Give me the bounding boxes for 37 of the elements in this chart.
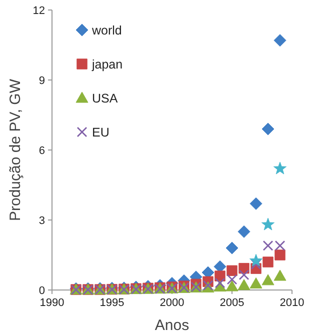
legend-label: USA [92, 91, 118, 106]
y-tick-label: 6 [38, 144, 45, 157]
point [262, 274, 274, 286]
y-axis-title: Produção de PV, GW [7, 78, 24, 222]
point [226, 242, 238, 254]
point [274, 270, 286, 281]
x-tick-label: 1990 [40, 297, 64, 309]
legend-label: EU [92, 125, 110, 140]
point [250, 259, 262, 270]
legend-label: world [91, 23, 122, 38]
point [274, 34, 286, 47]
point [274, 250, 286, 260]
y-tick-label: 0 [38, 284, 45, 297]
point [238, 225, 250, 238]
point [250, 197, 262, 210]
point [273, 162, 287, 174]
x-tick-label: 1995 [100, 297, 124, 309]
point [214, 270, 226, 282]
point [262, 256, 274, 268]
legend-label: japan [91, 57, 123, 72]
x-axis-title: Anos [154, 317, 190, 334]
point [249, 254, 263, 266]
point [226, 280, 238, 292]
point [226, 265, 238, 276]
point [262, 122, 274, 136]
point [238, 270, 250, 280]
y-tick-label: 9 [38, 74, 45, 87]
point [238, 279, 250, 290]
point [226, 274, 238, 285]
point [250, 277, 262, 288]
x-tick-label: 2010 [280, 297, 304, 309]
y-tick-label: 3 [38, 214, 45, 227]
point [214, 278, 226, 288]
x-tick-label: 2000 [160, 297, 184, 309]
y-tick-label: 12 [32, 4, 45, 17]
point [261, 218, 275, 230]
x-tick-label: 2005 [220, 297, 244, 309]
